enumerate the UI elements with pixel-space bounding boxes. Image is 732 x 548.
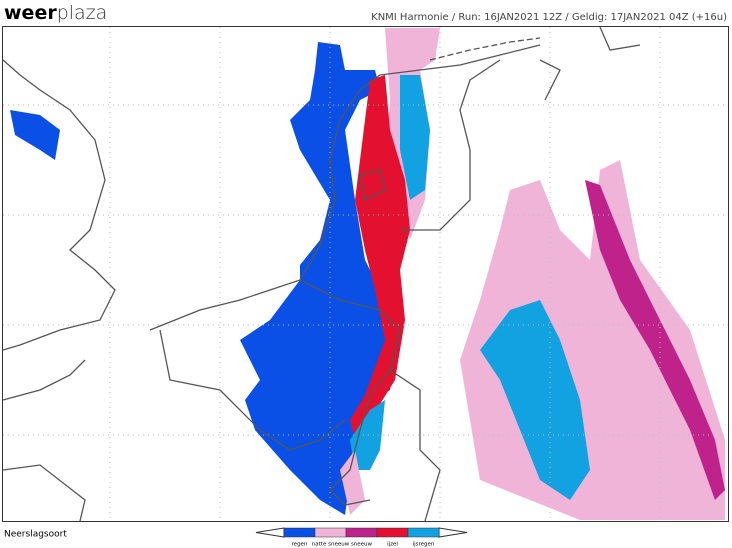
precipitation xyxy=(10,28,725,520)
coastline xyxy=(359,169,386,201)
legend-swatch xyxy=(376,527,409,538)
precip-area xyxy=(340,450,365,515)
legend-label: ijsregen xyxy=(413,542,435,548)
graticule xyxy=(3,27,728,521)
logo: weerplaza xyxy=(4,2,107,24)
header: KNMI Harmonie / Run: 16JAN2021 12Z / Gel… xyxy=(371,12,727,23)
precip-area xyxy=(400,75,430,200)
legend-swatch xyxy=(407,527,440,538)
precip-area xyxy=(240,42,400,515)
coastline xyxy=(429,37,541,61)
precip-area xyxy=(350,400,385,470)
legend-swatch xyxy=(314,527,347,538)
legend-title: Neerslagsoort xyxy=(4,530,67,540)
logo-light: plaza xyxy=(57,2,108,24)
precip-area xyxy=(480,300,590,500)
legend-arrow xyxy=(438,527,468,538)
legend: regen natte sneeuw sneeuw ijzel ijsregen xyxy=(255,527,468,548)
legend-swatch xyxy=(345,527,378,538)
coastline xyxy=(400,26,641,231)
coastline xyxy=(159,329,441,522)
legend-label: natte sneeuw xyxy=(312,542,350,548)
legend-label: ijzel xyxy=(387,542,398,548)
precip-area xyxy=(585,180,725,500)
logo-bold: weer xyxy=(4,2,57,24)
precip-area xyxy=(10,110,60,160)
coastline xyxy=(299,279,401,506)
coastline xyxy=(2,359,86,522)
coastlines xyxy=(2,26,641,522)
coastline xyxy=(149,44,541,331)
legend-arrow xyxy=(255,527,285,538)
legend-label: regen xyxy=(292,542,308,548)
legend-swatch xyxy=(283,527,316,538)
legend-label: sneeuw xyxy=(351,542,373,548)
coastline xyxy=(2,59,116,351)
